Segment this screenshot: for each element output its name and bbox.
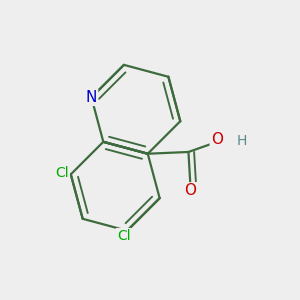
Text: O: O <box>184 183 196 198</box>
Text: H: H <box>236 134 247 148</box>
Text: O: O <box>211 132 223 147</box>
Text: Cl: Cl <box>117 229 130 243</box>
Text: N: N <box>86 90 97 105</box>
Text: Cl: Cl <box>55 166 69 180</box>
